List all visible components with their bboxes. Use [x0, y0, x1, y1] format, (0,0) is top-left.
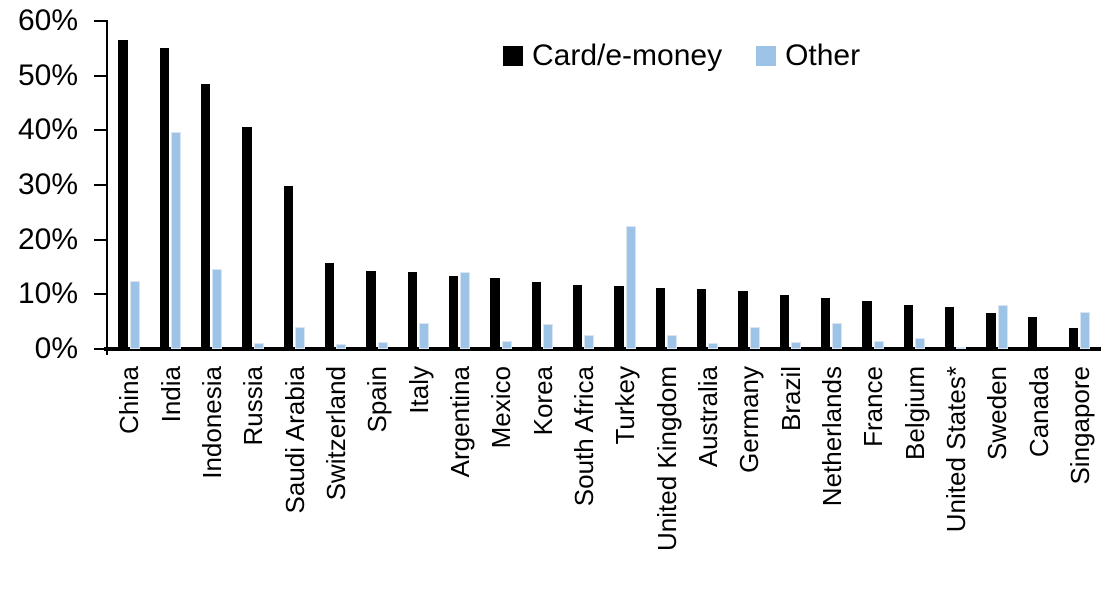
x-axis-label-indonesia: Indonesia	[197, 366, 228, 479]
bar-card-e-money-netherlands	[821, 298, 831, 349]
y-axis-tick	[94, 129, 108, 132]
x-axis-label-saudi-arabia: Saudi Arabia	[279, 366, 310, 514]
bar-card-e-money-south-africa	[573, 285, 583, 349]
bar-other-netherlands	[832, 323, 843, 349]
bar-card-e-money-mexico	[490, 278, 500, 349]
bar-card-e-money-united-kingdom	[655, 288, 665, 349]
bar-card-e-money-australia	[697, 289, 707, 349]
y-axis-label: 0%	[34, 332, 78, 365]
bar-other-belgium	[915, 337, 925, 349]
bar-card-e-money-spain	[366, 270, 376, 349]
x-axis-label-canada: Canada	[1023, 366, 1054, 458]
x-axis-label-mexico: Mexico	[486, 366, 517, 449]
bar-other-france	[873, 340, 884, 349]
x-axis-label-sweden: Sweden	[982, 366, 1013, 460]
x-axis-label-turkey: Turkey	[610, 366, 641, 445]
y-axis-tick	[94, 74, 108, 77]
x-axis-label-netherlands: Netherlands	[817, 366, 848, 507]
bar-other-united-kingdom	[667, 334, 677, 349]
bar-other-australia	[708, 342, 719, 349]
y-axis-label: 30%	[17, 167, 78, 201]
x-axis-label-belgium: Belgium	[899, 366, 930, 460]
bar-card-e-money-argentina	[449, 275, 459, 349]
bar-other-united-states	[956, 347, 967, 350]
legend: Card/e-money Other	[503, 39, 861, 72]
bar-card-e-money-indonesia	[201, 84, 211, 349]
x-axis-label-india: India	[155, 366, 186, 423]
bar-other-switzerland	[336, 344, 347, 349]
x-axis-label-germany: Germany	[734, 366, 765, 473]
bar-card-e-money-belgium	[903, 305, 913, 349]
y-axis-label: 40%	[17, 113, 78, 147]
legend-item-other: Other	[756, 39, 861, 72]
bar-other-saudi-arabia	[295, 327, 305, 349]
x-axis-label-russia: Russia	[238, 366, 269, 446]
y-axis-tick	[94, 293, 108, 296]
x-axis-label-singapore: Singapore	[1065, 366, 1096, 485]
bar-card-e-money-italy	[407, 272, 417, 349]
x-axis-label-united-states: United States*	[941, 366, 972, 533]
bar-other-germany	[749, 326, 760, 349]
bar-card-e-money-russia	[242, 126, 252, 349]
bar-card-e-money-korea	[531, 282, 541, 349]
bar-card-e-money-switzerland	[325, 263, 335, 349]
bar-card-e-money-germany	[738, 291, 748, 349]
x-axis-line	[104, 347, 1101, 351]
legend-swatch-other-icon	[756, 46, 777, 66]
y-axis-tick	[94, 19, 108, 22]
bar-card-e-money-brazil	[779, 294, 789, 349]
bar-card-e-money-saudi-arabia	[283, 185, 293, 349]
bar-other-russia	[253, 342, 264, 349]
x-axis-label-argentina: Argentina	[445, 366, 476, 478]
y-axis-label: 20%	[17, 222, 78, 256]
bar-card-e-money-china	[118, 40, 128, 349]
x-axis-label-switzerland: Switzerland	[321, 366, 352, 501]
y-axis-line	[106, 21, 108, 355]
legend-label-card: Card/e-money	[532, 39, 723, 72]
bar-other-argentina	[460, 272, 471, 349]
bar-card-e-money-canada	[1027, 316, 1037, 349]
legend-swatch-card-icon	[503, 46, 523, 66]
bar-other-singapore	[1080, 312, 1091, 349]
bar-other-italy	[419, 323, 429, 349]
x-axis-label-united-kingdom: United Kingdom	[651, 366, 682, 551]
bar-other-south-africa	[584, 334, 595, 349]
bar-other-mexico	[501, 341, 512, 349]
x-axis-label-france: France	[858, 366, 889, 447]
bar-other-korea	[543, 323, 553, 349]
bar-other-spain	[377, 342, 388, 349]
bar-other-india	[171, 131, 181, 349]
x-axis-label-south-africa: South Africa	[569, 366, 600, 507]
bar-other-china	[129, 281, 140, 349]
x-axis-label-china: China	[114, 366, 145, 434]
x-axis-label-australia: Australia	[693, 366, 724, 468]
x-axis-label-spain: Spain	[362, 366, 393, 433]
legend-item-card-e-money: Card/e-money	[503, 39, 723, 72]
bar-other-turkey	[625, 225, 636, 349]
bar-card-e-money-turkey	[614, 285, 624, 349]
x-axis-label-korea: Korea	[527, 366, 558, 436]
bar-other-sweden	[997, 305, 1008, 349]
bar-card-e-money-united-states	[945, 306, 955, 349]
y-axis-tick	[94, 238, 108, 241]
legend-label-other: Other	[785, 39, 861, 72]
bar-card-e-money-france	[862, 301, 872, 349]
bar-card-e-money-singapore	[1069, 328, 1079, 349]
bar-card-e-money-sweden	[986, 313, 996, 349]
y-axis-tick	[94, 183, 108, 186]
y-axis-label: 60%	[17, 3, 78, 37]
bar-other-brazil	[791, 342, 801, 349]
bar-other-indonesia	[212, 269, 223, 349]
y-axis-label: 10%	[17, 277, 78, 311]
y-axis-label: 50%	[17, 58, 78, 92]
x-axis-label-italy: Italy	[403, 366, 434, 414]
x-axis-label-brazil: Brazil	[775, 366, 806, 432]
y-axis-tick	[94, 348, 108, 350]
bar-card-e-money-india	[159, 47, 169, 349]
